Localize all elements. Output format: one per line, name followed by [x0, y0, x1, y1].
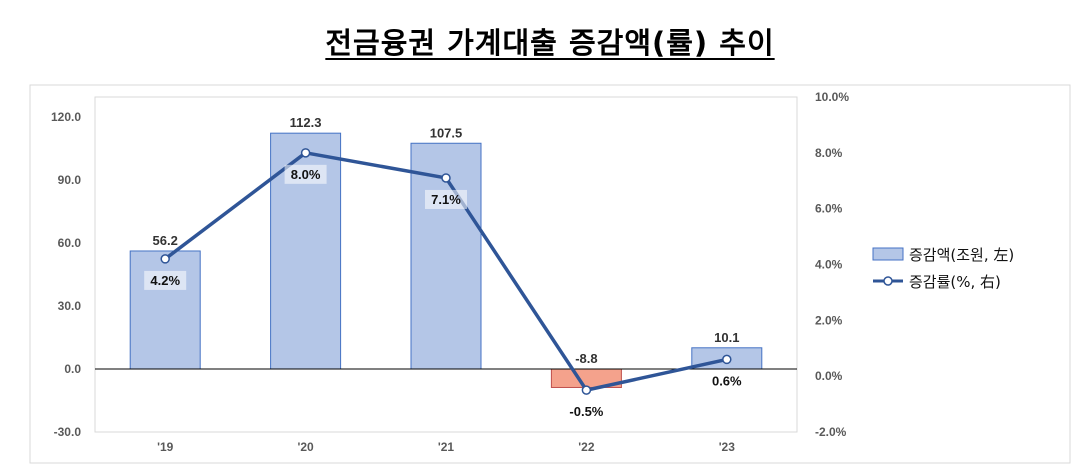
category-label: '22 [578, 440, 595, 454]
bar-value-label-3: -8.8 [575, 351, 597, 366]
rate-label-bg-3 [565, 402, 608, 422]
rate-point-2 [441, 173, 451, 183]
legend-line-marker [883, 276, 893, 286]
rate-value-label-0: 4.2% [150, 273, 180, 288]
rate-label-bg-0 [144, 270, 187, 290]
rate-label-bg-4 [705, 371, 748, 391]
chart-frame [29, 84, 1071, 464]
bar-value-label-2: 107.5 [430, 125, 463, 140]
category-label: '20 [297, 440, 314, 454]
bar-value-label-4: 10.1 [714, 330, 739, 345]
category-label: '19 [157, 440, 174, 454]
rate-point-3 [581, 385, 592, 395]
rate-label-bg-1 [284, 164, 327, 184]
legend-item-bars: 증감액(조원, 左) [872, 246, 1014, 264]
rate-value-label-1: 8.0% [291, 167, 321, 182]
left-tick-label: 90.0 [58, 173, 82, 187]
rate-point-1 [300, 148, 311, 158]
bar-value-label-1: 112.3 [290, 115, 322, 130]
legend-line-label: 증감률(%, 右) [909, 273, 1001, 291]
left-tick-label: 0.0 [64, 362, 81, 376]
right-tick-label: 6.0% [815, 202, 843, 216]
left-tick-label: 30.0 [58, 299, 82, 313]
category-label: '23 [719, 440, 736, 454]
rate-value-label-3: -0.5% [569, 404, 603, 419]
left-tick-label: -30.0 [54, 425, 82, 439]
right-tick-label: 8.0% [815, 146, 843, 160]
rate-point-0 [160, 254, 170, 264]
plot-area [94, 96, 798, 433]
rate-label-bg-2 [425, 189, 467, 209]
legend-bar-label: 증감액(조원, 左) [909, 246, 1014, 264]
legend-bar-swatch [872, 247, 904, 261]
category-label: '21 [438, 440, 455, 454]
right-tick-label: 10.0% [815, 90, 849, 104]
right-tick-label: -2.0% [815, 425, 847, 439]
rate-point-4 [722, 354, 732, 365]
rate-value-label-2: 7.1% [431, 192, 461, 207]
rate-value-label-4: 0.6% [712, 373, 742, 388]
bar-0 [129, 250, 201, 370]
left-tick-label: 120.0 [51, 110, 81, 124]
right-tick-label: 4.0% [815, 258, 843, 272]
right-tick-label: 2.0% [815, 313, 843, 327]
chart-title: 전금융권 가계대출 증감액(률) 추이 [325, 26, 775, 60]
bar-value-label-0: 56.2 [153, 233, 178, 248]
right-tick-label: 0.0% [815, 369, 843, 383]
left-tick-label: 60.0 [58, 236, 82, 250]
legend-item-line: 증감률(%, 右) [873, 273, 1001, 291]
